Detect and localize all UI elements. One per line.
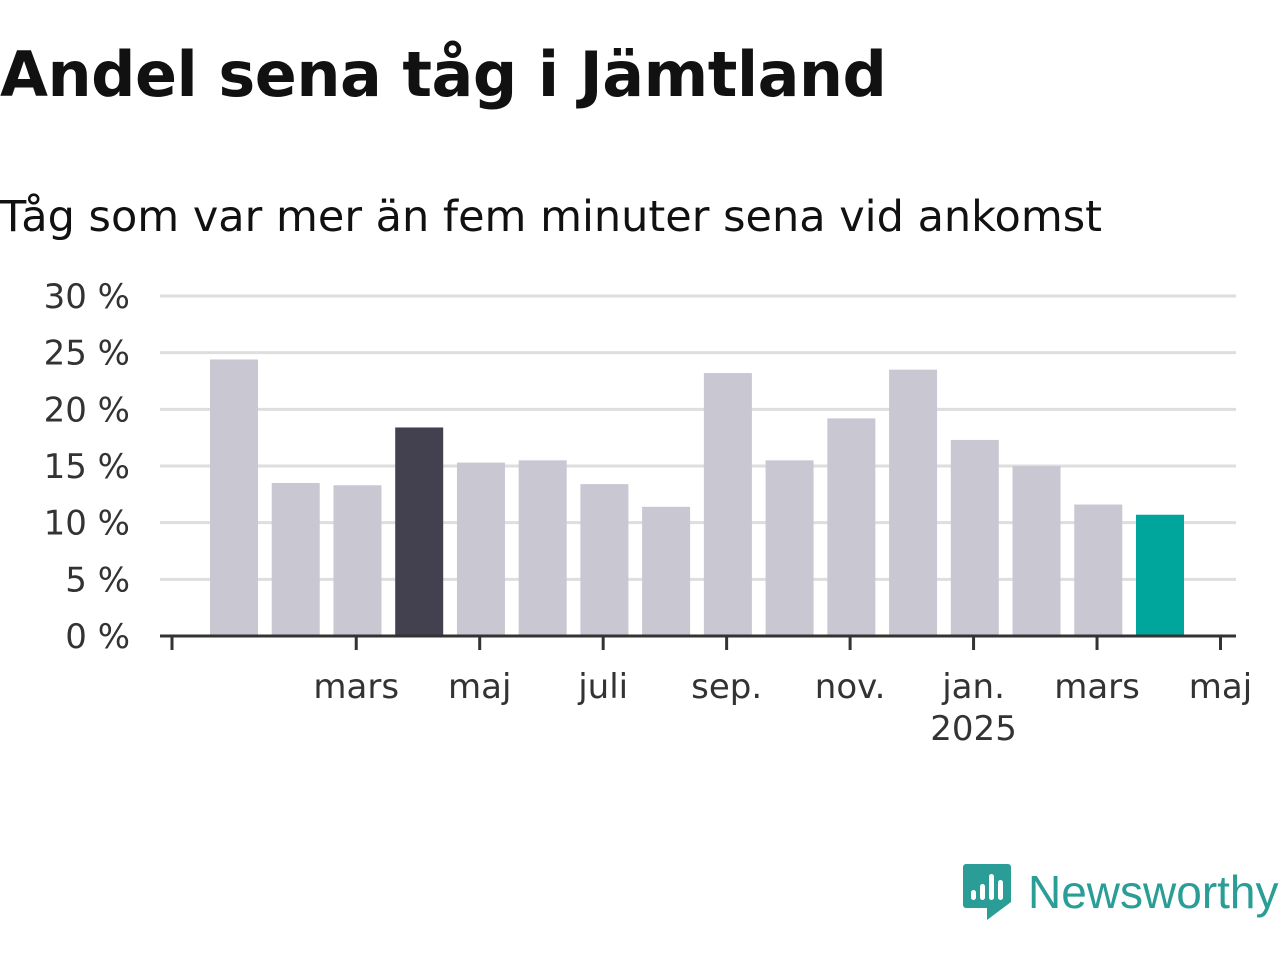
y-axis-ticks: 0 % 5 % 10 % 15 % 20 % 25 % 30 %	[44, 277, 130, 657]
y-tick-label: 10 %	[44, 504, 130, 544]
bar-2024-11	[765, 460, 814, 636]
x-axis	[160, 634, 1236, 650]
brand-logo: Newsworthy	[962, 862, 1279, 922]
bar-2024-02	[210, 359, 258, 636]
bar-2024-05	[395, 427, 444, 636]
bar-2025-04	[1074, 504, 1123, 636]
x-tick-label: sep.	[691, 667, 762, 707]
chart-subtitle: Tåg som var mer än fem minuter sena vid …	[0, 192, 1103, 242]
y-tick-label: 5 %	[65, 560, 130, 600]
brand-name: Newsworthy	[1028, 866, 1279, 918]
x-axis-ticks: mars maj juli sep. nov. jan.2025 mars maj	[313, 636, 1252, 749]
y-tick-label: 0 %	[65, 617, 130, 657]
x-tick-sublabel: 2025	[930, 709, 1017, 749]
bar-2024-12	[827, 418, 876, 636]
x-tick-label: maj	[448, 667, 511, 707]
x-tick-label: nov.	[815, 667, 886, 707]
bars	[210, 359, 1184, 636]
bar-2024-09	[642, 506, 691, 636]
bar-2024-03	[271, 483, 320, 636]
y-tick-label: 30 %	[44, 277, 130, 317]
bar-2024-07	[518, 460, 567, 636]
bar-2024-10	[703, 373, 752, 636]
x-tick-label: maj	[1189, 667, 1252, 707]
x-tick-label: mars	[313, 667, 399, 707]
chart-title: Andel sena tåg i Jämtland	[0, 38, 887, 111]
x-tick-label: mars	[1054, 667, 1140, 707]
y-tick-label: 25 %	[44, 334, 130, 374]
bar-2024-08	[580, 484, 629, 636]
y-tick-label: 20 %	[44, 390, 130, 430]
bar-2025-05	[1136, 514, 1184, 636]
bar-2024-06	[456, 462, 505, 636]
bar-2025-03	[1012, 466, 1061, 636]
x-tick-label: jan.	[941, 667, 1005, 707]
y-tick-label: 15 %	[44, 447, 130, 487]
bar-2025-01	[889, 369, 938, 636]
bar-2024-04	[333, 485, 382, 636]
bar-2025-02	[950, 439, 999, 636]
newsworthy-logo-icon	[963, 864, 1011, 920]
x-tick-label: juli	[577, 667, 628, 707]
